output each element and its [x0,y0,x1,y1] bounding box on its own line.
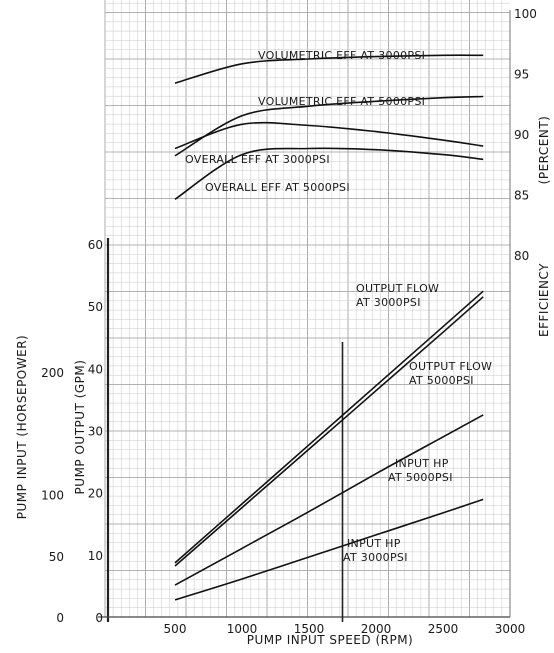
pump-output-axis-title: PUMP OUTPUT (GPM) [73,360,87,495]
series-line [174,498,484,601]
chart-frame [98,10,511,622]
curve-label: INPUT HP [395,457,449,470]
curve-label: OVERALL EFF AT 3000PSI [185,153,330,166]
efficiency-axis-title: EFFICIENCY [537,263,551,337]
series-line [174,121,484,150]
x-tick-label: 1500 [294,622,325,636]
series-line [174,54,484,84]
efficiency-tick-label: 95 [514,68,529,82]
pump-input-axis-title: PUMP INPUT (HORSEPOWER) [15,335,29,519]
efficiency-tick-label: 100 [514,7,537,21]
curve-label: VOLUMETRIC EFF AT 5000PSI [258,95,425,108]
chart-grid [104,0,510,618]
x-tick-label: 2000 [361,622,392,636]
pump-input-tick-label: 50 [49,550,64,564]
pump-output-tick-label: 0 [95,611,103,625]
efficiency-axis-unit: (PERCENT) [537,116,551,185]
curve-labels: VOLUMETRIC EFF AT 3000PSI VOLUMETRIC EFF … [185,49,492,564]
pump-output-tick-label: 10 [88,549,103,563]
pump-input-tick-label: 0 [56,611,64,625]
axis-ticks: 500 1000 1500 2000 2500 300010095908580010203… [41,7,537,636]
x-axis-title: PUMP INPUT SPEED (RPM) [247,633,413,647]
x-tick-label: 500 [164,622,187,636]
curve-label: OUTPUT FLOW [409,360,492,373]
curve-label-line2: AT 3000PSI [343,551,408,564]
x-tick-label: 3000 [495,622,526,636]
x-tick-label: 1000 [227,622,258,636]
pump-output-tick-label: 30 [88,425,103,439]
curve-label: OVERALL EFF AT 5000PSI [205,181,350,194]
efficiency-tick-label: 80 [514,249,529,263]
pump-output-tick-label: 50 [88,300,103,314]
series-line [174,296,484,567]
curve-label-line2: AT 5000PSI [388,471,453,484]
curve-label: INPUT HP [347,537,401,550]
series-line [174,414,484,586]
data-curves [174,54,484,601]
pump-output-tick-label: 40 [88,362,103,376]
curve-label-line2: AT 5000PSI [409,374,474,387]
series-line [174,290,484,564]
curve-label-line2: AT 3000PSI [356,296,421,309]
efficiency-tick-label: 85 [514,189,529,203]
pump-output-tick-label: 20 [88,487,103,501]
curve-label: OUTPUT FLOW [356,282,439,295]
curve-label: VOLUMETRIC EFF AT 3000PSI [258,49,425,62]
efficiency-tick-label: 90 [514,128,529,142]
series-line [174,95,484,157]
x-tick-label: 2500 [428,622,459,636]
series-line [174,147,484,200]
pump-input-tick-label: 200 [41,366,64,380]
pump-output-tick-label: 60 [88,238,103,252]
pump-input-tick-label: 100 [41,489,64,503]
